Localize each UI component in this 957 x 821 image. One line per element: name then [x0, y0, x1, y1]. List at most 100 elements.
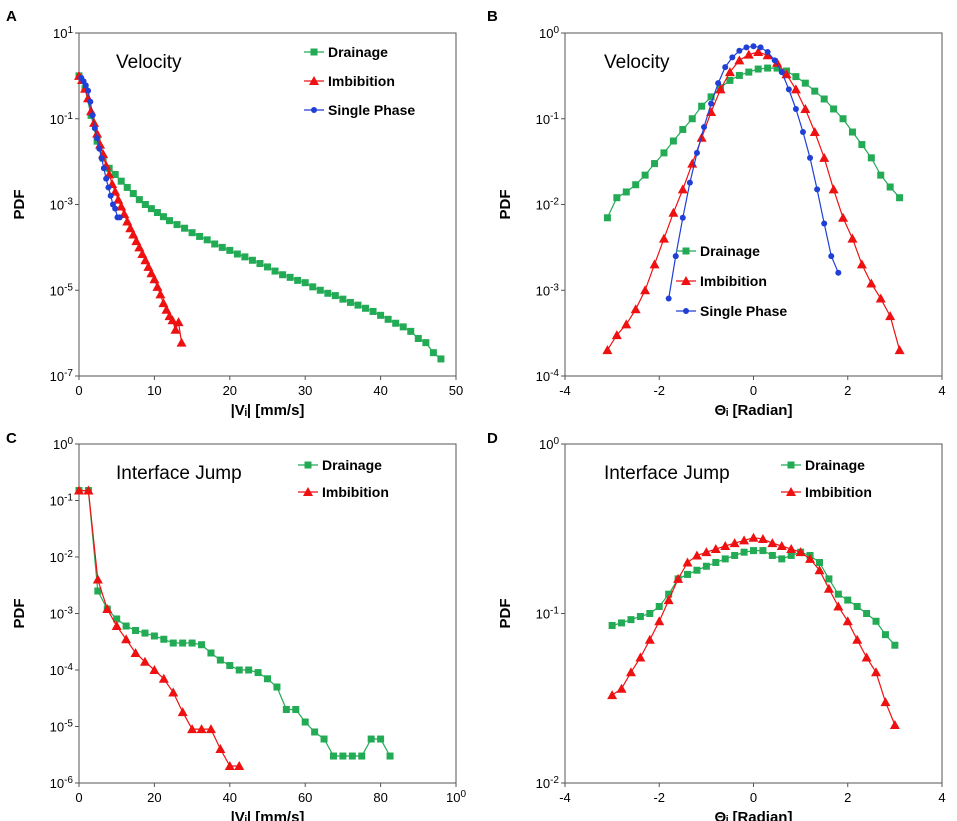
data-point [188, 639, 196, 647]
data-point [196, 724, 207, 734]
data-point [739, 535, 750, 545]
data-point [830, 105, 838, 113]
series-line [606, 51, 901, 351]
data-point [245, 666, 253, 674]
data-point [149, 665, 160, 674]
data-point [339, 752, 347, 760]
x-tick-label: -2 [653, 790, 665, 805]
panel-c: C 0 20 40 60 80 100 10-6 10-5 10-4 10-3 10-2 10-1 100… [6, 430, 466, 821]
data-point [627, 616, 635, 624]
data-point [135, 196, 143, 204]
data-point [83, 485, 94, 495]
chart-title: Interface Jump [604, 463, 730, 484]
legend-marker [682, 247, 690, 255]
data-point [128, 229, 139, 239]
x-tick-label: 0 [750, 790, 757, 805]
data-point [838, 212, 849, 222]
y-tick-label: 10-7 [50, 368, 74, 385]
data-point [607, 690, 618, 700]
data-point [358, 752, 366, 760]
data-point [679, 125, 687, 133]
legend-item: Imbibition [676, 273, 767, 289]
data-point [646, 610, 654, 617]
data-point [392, 319, 400, 327]
data-point [799, 129, 806, 136]
y-tick-label: 10-2 [536, 775, 560, 792]
data-point [828, 253, 835, 260]
data-point [622, 188, 630, 196]
legend-label: Imbibition [322, 484, 389, 500]
data-point [740, 548, 748, 556]
data-point [691, 550, 702, 560]
data-point [805, 553, 816, 563]
y-tick-label: 10-2 [50, 549, 74, 566]
x-tick-label: 80 [373, 790, 387, 805]
data-point [399, 323, 407, 331]
data-point [743, 44, 750, 51]
data-point [772, 57, 783, 67]
data-point [414, 334, 422, 342]
series-imbibition [74, 70, 187, 347]
data-point [187, 724, 198, 734]
data-point [825, 575, 833, 583]
data-point [743, 49, 754, 59]
data-point [111, 621, 122, 631]
legend-item: Imbibition [781, 484, 872, 500]
data-point [160, 635, 168, 643]
data-point [603, 214, 611, 222]
data-point [218, 243, 226, 251]
data-point [241, 253, 249, 261]
legend-item: Drainage [781, 457, 865, 473]
data-point [621, 319, 632, 329]
data-point [92, 128, 103, 138]
data-point [613, 194, 621, 202]
data-point [384, 315, 392, 323]
series-line [79, 490, 391, 757]
data-point [168, 687, 179, 697]
data-point [721, 555, 729, 563]
legend-marker [683, 308, 689, 314]
data-point [729, 538, 740, 548]
chart-title: Velocity [604, 52, 670, 73]
data-point [112, 205, 119, 212]
data-point [98, 155, 105, 162]
data-point [698, 102, 706, 110]
data-point [632, 181, 640, 189]
data-point [735, 71, 743, 79]
legend-item: Drainage [304, 44, 388, 60]
legend-marker [681, 276, 691, 285]
data-point [152, 281, 163, 291]
data-point [273, 683, 281, 691]
data-point [748, 532, 759, 542]
data-point [611, 330, 622, 340]
legend-item: Imbibition [298, 484, 389, 500]
data-point [778, 69, 785, 76]
data-point [137, 249, 148, 259]
y-tick-label: 10-4 [50, 662, 74, 679]
data-point [177, 707, 188, 717]
data-point [602, 345, 613, 355]
data-point [896, 194, 904, 202]
legend-item: Imbibition [304, 73, 395, 89]
x-tick-label: 0 [750, 383, 757, 398]
data-point [150, 632, 158, 640]
data-point [701, 124, 708, 131]
data-point [113, 194, 124, 204]
x-axis-label: Θᵢ [Radian] [715, 402, 793, 419]
data-point [196, 232, 204, 240]
data-point [224, 760, 235, 770]
panel-d: D -4 -2 0 2 4 10-2 10-1 100 Θᵢ [Radian] PDF Interfa… [487, 430, 946, 821]
data-point [110, 186, 121, 196]
y-axis-label: PDF [11, 190, 28, 220]
data-point [234, 760, 245, 770]
y-tick-label: 10-3 [50, 196, 74, 213]
data-point [130, 647, 141, 657]
panel-letter: C [6, 430, 17, 447]
data-point [684, 570, 692, 578]
data-point [786, 544, 797, 554]
x-axis-label: Θᵢ [Radian] [715, 809, 793, 821]
series-imbibition [74, 485, 245, 770]
data-point [708, 100, 715, 107]
series-line [668, 45, 839, 299]
data-point [687, 158, 698, 168]
